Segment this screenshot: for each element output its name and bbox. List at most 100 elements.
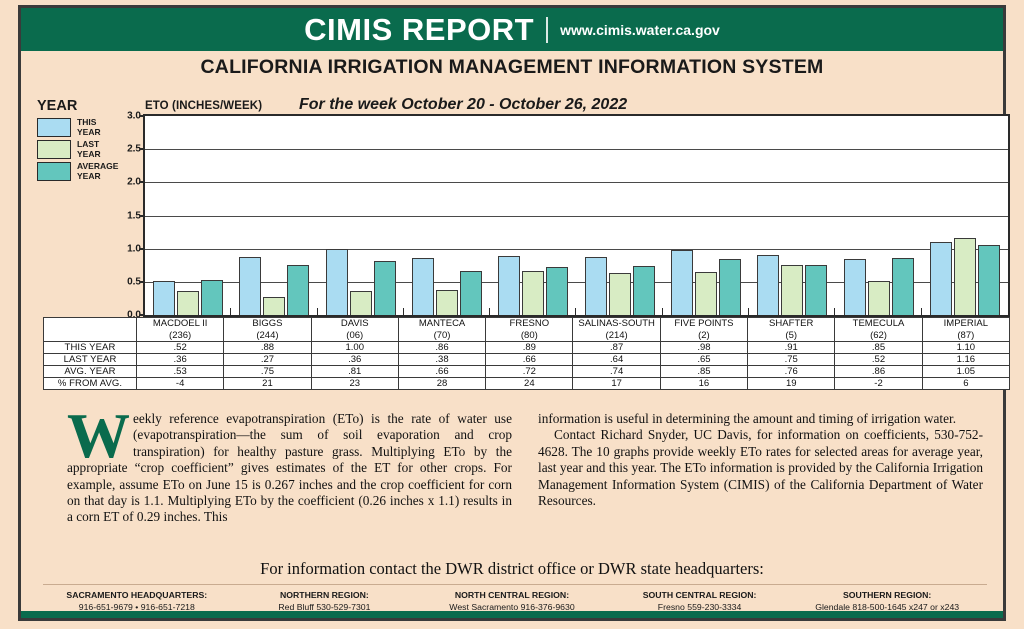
- footer-lead-text: For information contact the DWR district…: [260, 559, 764, 578]
- header-divider: [546, 16, 549, 43]
- table-cell: .75: [747, 353, 836, 366]
- table-cell: .88: [223, 341, 312, 354]
- station-code: (87): [957, 329, 975, 341]
- station-name: DAVIS: [340, 318, 369, 329]
- table-cell: .81: [310, 365, 399, 378]
- bar-this-year: [584, 257, 607, 315]
- bar-average-year: [891, 257, 914, 315]
- chart-legend: YEAR THIS YEAR LAST YEAR AVERAGE YEAR: [21, 98, 121, 184]
- station-code: (70): [433, 329, 451, 341]
- bar-last-year: [436, 289, 459, 315]
- bar-average-year: [373, 261, 396, 315]
- y-axis-tick-mark: [140, 181, 145, 184]
- eto-data-table: MACDOEL II (236) BIGGS (244) DAVIS (06) MANTEC…: [43, 317, 1011, 390]
- eto-bar-chart: 0.0 0.5 1.0 1.5 2.0 2.5 3.0: [124, 111, 1010, 321]
- table-cell: .65: [659, 353, 749, 366]
- table-cell: .38: [397, 353, 487, 366]
- footer-office-name: SOUTH CENTRAL REGION:: [642, 590, 757, 600]
- table-cell: .87: [572, 341, 661, 354]
- table-row-label: THIS YEAR: [43, 341, 137, 354]
- table-cell: 1.10: [921, 341, 1011, 354]
- footer-office-name: SACRAMENTO HEADQUARTERS:: [66, 590, 208, 600]
- table-header-row: MACDOEL II (236) BIGGS (244) DAVIS (06) MANTEC…: [43, 317, 1011, 342]
- bar-last-year: [522, 271, 545, 315]
- bar-last-year: [953, 238, 976, 315]
- table-row: THIS YEAR .52.88 1.00.86.89.87.98.91.85 1.1…: [43, 341, 1011, 354]
- report-subtitle: CALIFORNIA IRRIGATION MANAGEMENT INFORMA…: [200, 56, 824, 78]
- bar-average-year: [805, 264, 828, 315]
- bar-last-year: [177, 291, 200, 315]
- legend-label-average-year: AVERAGE YEAR: [77, 161, 119, 181]
- bar-group-separator: [489, 308, 491, 315]
- article-left-text: eekly reference evapotranspiration (ETo)…: [67, 411, 512, 525]
- table-cell: .36: [135, 353, 225, 366]
- y-axis-tick-label: 2.0: [127, 176, 141, 188]
- station-name: MANTECA: [418, 318, 466, 329]
- footer-divider: [43, 584, 987, 585]
- station-code: (06): [346, 329, 364, 341]
- footer-office: NORTHERN REGION: Red Bluff 530-529-7301: [231, 589, 419, 613]
- table-cell: 1.05: [921, 365, 1011, 378]
- bar-last-year: [694, 271, 717, 315]
- bar-group: [663, 116, 750, 315]
- bar-average-year: [632, 265, 655, 315]
- table-row: AVG. YEAR .53.75.81.66.72.74.85.76.86 1.05: [43, 365, 1011, 378]
- chart-plot-area: 0.0 0.5 1.0 1.5 2.0 2.5 3.0: [127, 111, 1010, 321]
- legend-label-last-year: LAST YEAR: [77, 139, 101, 159]
- bar-group-separator: [748, 308, 750, 315]
- station-name: FIVE POINTS: [674, 318, 734, 329]
- bar-this-year: [498, 255, 521, 315]
- bar-group-separator: [661, 308, 663, 315]
- bar-average-year: [977, 245, 1000, 315]
- table-row: LAST YEAR .36.27.36.38.66.64.65.75.52 1.16: [43, 353, 1011, 366]
- article-column-right: information is useful in determining the…: [538, 411, 983, 526]
- bar-group: [835, 116, 922, 315]
- table-cell: .72: [485, 365, 574, 378]
- table-cell: .85: [659, 365, 749, 378]
- table-cell: 17: [572, 377, 661, 390]
- footer-office-contact: Red Bluff 530-529-7301: [278, 602, 371, 612]
- footer-office-contact: Fresno 559-230-3334: [657, 602, 742, 612]
- chart-bars: [145, 116, 1008, 315]
- table-cell: .91: [747, 341, 836, 354]
- bar-last-year: [867, 280, 890, 315]
- report-url-link[interactable]: www.cimis.water.ca.gov: [560, 21, 720, 38]
- bar-group-separator: [834, 308, 836, 315]
- y-axis-tick-label: 1.0: [127, 243, 141, 255]
- table-cell: .85: [834, 341, 923, 354]
- table-head: MACDOEL II (236) BIGGS (244) DAVIS (06) MANTEC…: [43, 317, 1011, 342]
- table-cell: .52: [135, 341, 225, 354]
- footer-office-name: NORTH CENTRAL REGION:: [454, 590, 570, 600]
- footer-office-name: SOUTHERN REGION:: [843, 590, 932, 600]
- table-column-header: BIGGS (244): [223, 317, 312, 342]
- table-cell: 23: [310, 377, 399, 390]
- bar-group: [318, 116, 404, 315]
- legend-item-last-year: LAST YEAR: [37, 139, 121, 159]
- footer-office-contact: 916-651-9679 • 916-651-7218: [78, 602, 195, 612]
- bar-average-year: [287, 265, 310, 315]
- station-name: TEMECULA: [852, 318, 905, 329]
- y-axis-tick-mark: [140, 214, 145, 217]
- table-cell: .98: [659, 341, 749, 354]
- table-cell: 28: [397, 377, 487, 390]
- station-name: FRESNO: [509, 318, 550, 329]
- bar-group-separator: [920, 308, 922, 315]
- table-column-header: IMPERIAL (87): [921, 317, 1011, 342]
- station-name: IMPERIAL: [943, 318, 989, 329]
- gridline: [145, 215, 1008, 217]
- bar-last-year: [263, 297, 286, 315]
- y-axis-tick-mark: [140, 247, 145, 250]
- table-row-label: % FROM AVG.: [43, 377, 137, 390]
- legend-swatch-last-year: [37, 140, 71, 159]
- y-axis-tick-label: 3.0: [127, 110, 141, 122]
- table-cell: .76: [747, 365, 836, 378]
- table-cell: -2: [834, 377, 923, 390]
- table-row-label: AVG. YEAR: [43, 365, 137, 378]
- station-code: (236): [169, 329, 192, 341]
- gridline: [145, 182, 1008, 184]
- page-title: CIMIS REPORT: [304, 12, 535, 47]
- table-column-header: SALINAS-SOUTH (214): [572, 317, 661, 342]
- table-cell: .53: [135, 365, 225, 378]
